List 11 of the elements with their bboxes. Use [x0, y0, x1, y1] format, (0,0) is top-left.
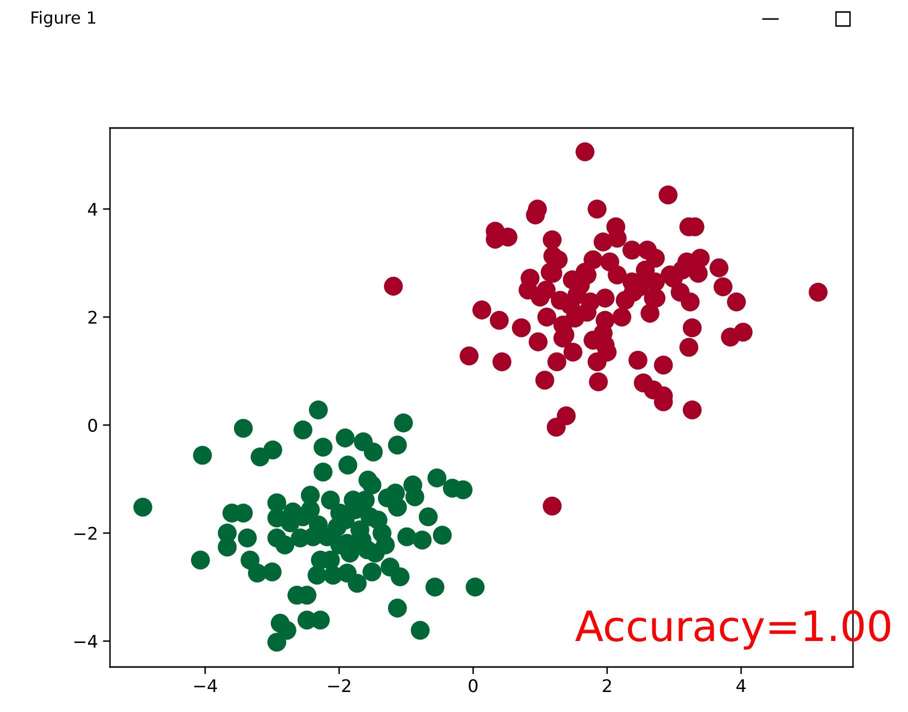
x-tick-label: −2	[328, 679, 350, 692]
y-tick-label: 2	[88, 310, 96, 324]
y-tick-label: 4	[88, 202, 98, 216]
chart-title: Figure 1	[32, 10, 96, 28]
x-tick-label: 0	[468, 679, 478, 692]
y-tick-label: −2	[74, 526, 96, 540]
y-tick-label: −4	[74, 635, 98, 648]
x-tick-label: −4	[194, 679, 217, 692]
y-tick-label: 0	[88, 418, 98, 432]
x-tick-label: 4	[736, 679, 746, 692]
x-tick-label: 2	[602, 679, 611, 692]
